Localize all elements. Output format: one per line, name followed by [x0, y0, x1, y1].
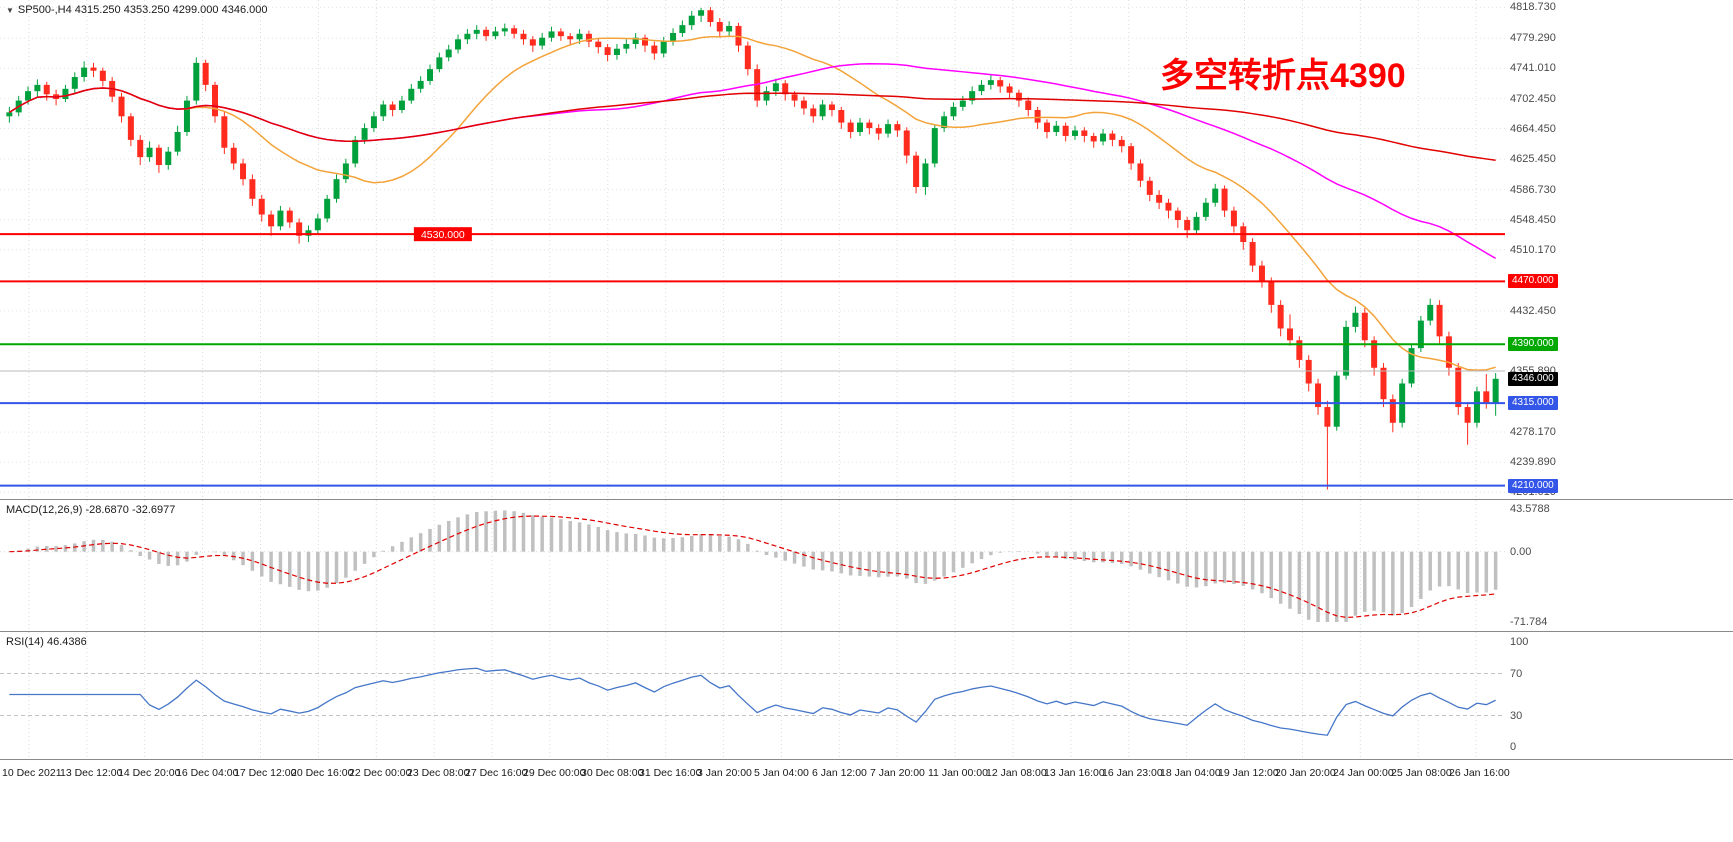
- rsi-axis-label: 30: [1510, 710, 1523, 722]
- time-axis-label: 20 Jan 20:00: [1275, 767, 1336, 779]
- time-axis-label: 19 Jan 12:00: [1218, 767, 1279, 779]
- ma-slow-line: [8, 87, 1496, 161]
- rsi-label: RSI(14) 46.4386: [6, 636, 87, 648]
- price-axis-label: 4664.450: [1510, 123, 1556, 135]
- macd-chart[interactable]: [0, 500, 1505, 631]
- price-axis-label: 4278.170: [1510, 426, 1556, 438]
- time-axis-label: 18 Jan 04:00: [1160, 767, 1221, 779]
- macd-panel: MACD(12,26,9) -28.6870 -32.6977 43.5788 0…: [0, 500, 1733, 632]
- symbol-dropdown-icon[interactable]: ▼: [6, 5, 14, 15]
- chart-title: ▼ SP500-,H4 4315.250 4353.250 4299.000 4…: [6, 4, 267, 16]
- hline-price-tag: 4315.000: [1508, 396, 1558, 410]
- svg-text:4530.000: 4530.000: [421, 229, 465, 241]
- annotation-text: 多空转折点4390: [1160, 57, 1406, 95]
- time-axis-label: 31 Dec 16:00: [639, 767, 702, 779]
- time-axis-label: 6 Jan 12:00: [812, 767, 867, 779]
- candlestick-chart[interactable]: 4530.000: [0, 0, 1505, 499]
- ma-fast-line: [8, 35, 1496, 371]
- time-axis-label: 30 Dec 08:00: [581, 767, 644, 779]
- rsi-axis[interactable]: 100 70 30 0: [1505, 632, 1600, 759]
- hline-price-tag: 4210.000: [1508, 479, 1558, 493]
- rsi-axis-label: 70: [1510, 668, 1523, 680]
- price-axis-label: 4548.450: [1510, 214, 1556, 226]
- time-axis-label: 16 Jan 23:00: [1102, 767, 1163, 779]
- macd-signal-line: [9, 515, 1496, 618]
- time-axis-label: 23 Dec 08:00: [407, 767, 470, 779]
- time-axis-label: 25 Jan 08:00: [1391, 767, 1452, 779]
- time-axis-label: 7 Jan 20:00: [870, 767, 925, 779]
- macd-label: MACD(12,26,9) -28.6870 -32.6977: [6, 504, 176, 516]
- time-axis-label: 29 Dec 00:00: [523, 767, 586, 779]
- time-axis-label: 10 Dec 2021: [2, 767, 62, 779]
- time-axis-label: 12 Jan 08:00: [986, 767, 1047, 779]
- price-axis-label: 4586.730: [1510, 184, 1556, 196]
- macd-axis-label: 0.00: [1510, 546, 1532, 558]
- time-axis-label: 13 Jan 16:00: [1044, 767, 1105, 779]
- time-axis[interactable]: 10 Dec 2021 13 Dec 12:00 14 Dec 20:00 16 De…: [0, 760, 1733, 790]
- rsi-axis-label: 100: [1510, 636, 1529, 648]
- current-price-tag: 4346.000: [1508, 372, 1558, 386]
- price-axis-label: 4625.450: [1510, 153, 1556, 165]
- time-axis-label: 3 Jan 20:00: [697, 767, 752, 779]
- price-axis-label: 4239.890: [1510, 456, 1556, 468]
- time-axis-label: 11 Jan 00:00: [928, 767, 988, 779]
- price-axis[interactable]: 4818.730 4779.290 4741.010 4702.450 4664.450…: [1505, 0, 1600, 499]
- time-axis-label: 24 Jan 00:00: [1333, 767, 1394, 779]
- price-axis-label: 4779.290: [1510, 32, 1556, 44]
- hline-price-tag: 4390.000: [1508, 337, 1558, 351]
- time-axis-label: 22 Dec 00:00: [349, 767, 412, 779]
- time-axis-label: 26 Jan 16:00: [1449, 767, 1510, 779]
- time-axis-label: 13 Dec 12:00: [60, 767, 123, 779]
- rsi-line: [9, 667, 1496, 736]
- time-axis-label: 5 Jan 04:00: [754, 767, 809, 779]
- rsi-chart[interactable]: [0, 632, 1505, 759]
- price-axis-label: 4510.170: [1510, 244, 1556, 256]
- time-axis-label: 27 Dec 16:00: [465, 767, 528, 779]
- hline-price-tag: 4470.000: [1508, 274, 1558, 288]
- price-panel: 4530.000 ▼ SP500-,H4 4315.250 4353.250 4…: [0, 0, 1733, 500]
- rsi-axis-label: 0: [1510, 741, 1517, 753]
- macd-axis-label: -71.784: [1510, 616, 1548, 628]
- macd-axis-label: 43.5788: [1510, 503, 1550, 515]
- price-axis-label: 4741.010: [1510, 62, 1556, 74]
- time-axis-label: 20 Dec 16:00: [291, 767, 354, 779]
- symbol-ohlc-title: SP500-,H4 4315.250 4353.250 4299.000 434…: [17, 4, 268, 16]
- price-axis-label: 4702.450: [1510, 93, 1556, 105]
- macd-axis[interactable]: 43.5788 0.00 -71.784: [1505, 500, 1600, 631]
- price-axis-label: 4818.730: [1510, 1, 1556, 13]
- time-axis-label: 14 Dec 20:00: [118, 767, 181, 779]
- price-axis-label: 4432.450: [1510, 305, 1556, 317]
- time-axis-label: 17 Dec 12:00: [234, 767, 297, 779]
- time-axis-label: 16 Dec 04:00: [176, 767, 239, 779]
- rsi-panel: RSI(14) 46.4386 100 70 30 0: [0, 632, 1733, 760]
